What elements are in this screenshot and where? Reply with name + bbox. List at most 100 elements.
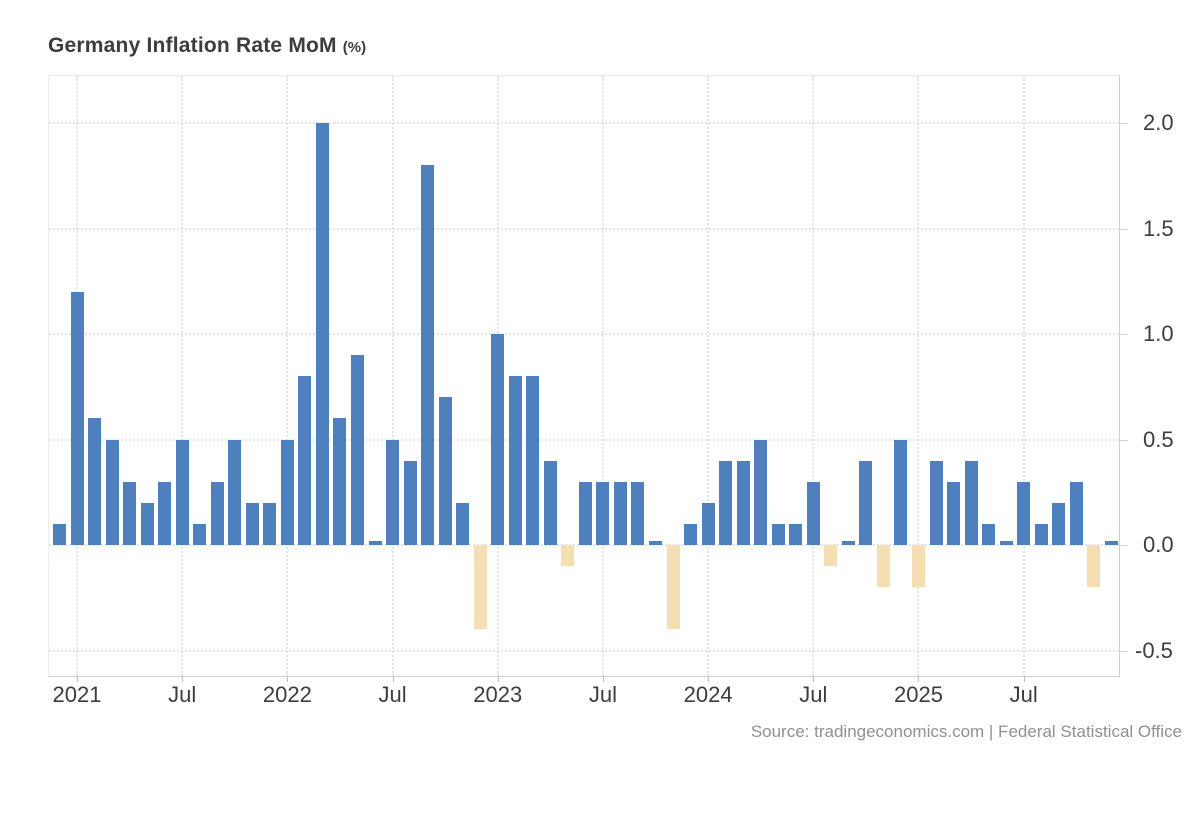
- bar-2024-06[interactable]: [789, 523, 803, 545]
- bar-2023-05[interactable]: [561, 545, 575, 567]
- gridline-v-2025-01: [917, 76, 920, 676]
- bar-2025-11[interactable]: [1087, 545, 1101, 588]
- gridline-v-2023-07: [601, 76, 604, 676]
- y-axis-label--0.5: -0.5: [1135, 637, 1173, 663]
- x-axis-label-2024-01: 2024: [683, 682, 733, 707]
- gridline-h-1.5: [49, 227, 1119, 230]
- x-axis-label-2023-07: Jul: [588, 682, 617, 707]
- bar-2025-12[interactable]: [1104, 541, 1118, 545]
- bar-2024-02[interactable]: [719, 460, 733, 545]
- bar-2021-03[interactable]: [105, 439, 119, 545]
- bar-2024-10[interactable]: [859, 460, 873, 545]
- bar-2021-08[interactable]: [193, 523, 207, 545]
- bar-2024-03[interactable]: [736, 460, 750, 545]
- y-axis-tick: [1119, 545, 1128, 546]
- bar-2023-06[interactable]: [578, 481, 592, 545]
- bar-2025-08[interactable]: [1034, 523, 1048, 545]
- bar-2021-10[interactable]: [228, 439, 242, 545]
- gridline-v-2024-07: [812, 76, 815, 676]
- bar-2022-07[interactable]: [386, 439, 400, 545]
- bar-2023-01[interactable]: [491, 334, 505, 545]
- bar-2025-06[interactable]: [999, 541, 1013, 545]
- x-axis-tick: [77, 676, 79, 682]
- gridline-h-2.0: [49, 122, 1119, 124]
- bar-2022-12[interactable]: [473, 545, 487, 630]
- chart-title-unit: (%): [342, 39, 367, 56]
- gridline-v-2024-01: [707, 76, 710, 676]
- y-axis-tick: [1119, 439, 1128, 441]
- bar-2022-06[interactable]: [368, 541, 382, 545]
- gridline-h--0.5: [49, 649, 1119, 652]
- bar-2024-09[interactable]: [841, 541, 855, 545]
- x-axis-tick: [708, 676, 710, 682]
- bar-2021-11[interactable]: [245, 502, 259, 545]
- gridline-h-0.0: [49, 544, 1119, 546]
- bar-2020-12[interactable]: [53, 523, 66, 545]
- y-axis-tick: [1119, 650, 1128, 652]
- y-axis-label-1.0: 1.0: [1143, 321, 1174, 346]
- bar-2023-09[interactable]: [631, 481, 645, 545]
- x-axis-tick: [813, 676, 815, 682]
- x-axis-label-2024-07: Jul: [799, 682, 828, 707]
- bar-2023-10[interactable]: [649, 541, 663, 545]
- bar-2025-04[interactable]: [964, 460, 978, 545]
- bar-2021-06[interactable]: [158, 481, 172, 545]
- bar-2021-09[interactable]: [210, 481, 224, 545]
- y-axis-label-2.0: 2.0: [1143, 110, 1174, 135]
- gridline-v-2021-07: [181, 76, 184, 676]
- bar-2024-04[interactable]: [754, 439, 768, 545]
- x-axis-tick: [497, 676, 499, 682]
- x-axis-tick: [287, 676, 289, 682]
- bar-2025-02[interactable]: [929, 460, 943, 545]
- bar-2025-01[interactable]: [911, 545, 925, 588]
- bar-2022-08[interactable]: [403, 460, 417, 545]
- bar-2023-11[interactable]: [666, 545, 680, 630]
- bar-2023-07[interactable]: [596, 481, 610, 545]
- bar-2021-01[interactable]: [70, 291, 84, 545]
- bar-2022-10[interactable]: [438, 397, 452, 545]
- bar-2022-05[interactable]: [351, 355, 364, 545]
- bar-2025-05[interactable]: [982, 523, 996, 545]
- bar-2021-04[interactable]: [123, 481, 137, 545]
- bar-2025-09[interactable]: [1052, 502, 1066, 545]
- bar-2021-02[interactable]: [88, 418, 102, 545]
- bar-2023-03[interactable]: [526, 376, 540, 545]
- gridline-h-1.0: [49, 333, 1119, 335]
- bar-2024-12[interactable]: [894, 439, 908, 545]
- bar-2023-08[interactable]: [613, 481, 627, 545]
- bar-2022-04[interactable]: [333, 418, 347, 545]
- bar-2023-04[interactable]: [543, 460, 557, 545]
- bar-2025-10[interactable]: [1069, 481, 1083, 545]
- bar-2024-08[interactable]: [824, 545, 838, 567]
- gridline-h-0.5: [49, 438, 1119, 441]
- bar-2022-09[interactable]: [421, 165, 435, 545]
- x-axis-label-2025-07: Jul: [1009, 682, 1038, 707]
- bar-2024-05[interactable]: [771, 523, 785, 545]
- x-axis-label-2021-07: Jul: [168, 682, 197, 707]
- bar-2022-01[interactable]: [280, 439, 294, 545]
- bar-2022-11[interactable]: [456, 502, 470, 545]
- bar-2025-03[interactable]: [947, 481, 961, 545]
- chart-title-text: Germany Inflation Rate MoM: [48, 34, 337, 57]
- bar-2021-07[interactable]: [175, 439, 189, 545]
- x-axis-tick: [918, 676, 920, 682]
- y-axis-label-0.0: 0.0: [1143, 532, 1174, 557]
- y-axis-tick: [1119, 228, 1128, 230]
- bar-2024-07[interactable]: [806, 481, 820, 545]
- gridline-v-2022-07: [391, 76, 394, 676]
- x-axis-tick: [182, 676, 184, 682]
- x-axis-label-2023-01: 2023: [473, 682, 523, 707]
- bar-2025-07[interactable]: [1017, 481, 1031, 545]
- bar-2021-05[interactable]: [140, 502, 154, 545]
- source-attribution[interactable]: Source: tradingeconomics.com | Federal S…: [750, 722, 1182, 741]
- bar-2022-03[interactable]: [315, 123, 329, 545]
- x-axis-label-2022-07: Jul: [378, 682, 407, 707]
- bar-2023-02[interactable]: [508, 376, 522, 545]
- bar-2024-11[interactable]: [876, 545, 890, 588]
- x-axis-tick: [1023, 676, 1025, 682]
- bar-2024-01[interactable]: [701, 502, 715, 545]
- x-axis-label-2025-01: 2025: [893, 682, 943, 707]
- bar-2022-02[interactable]: [298, 376, 312, 545]
- bar-2023-12[interactable]: [684, 523, 698, 545]
- bar-2021-12[interactable]: [263, 502, 277, 545]
